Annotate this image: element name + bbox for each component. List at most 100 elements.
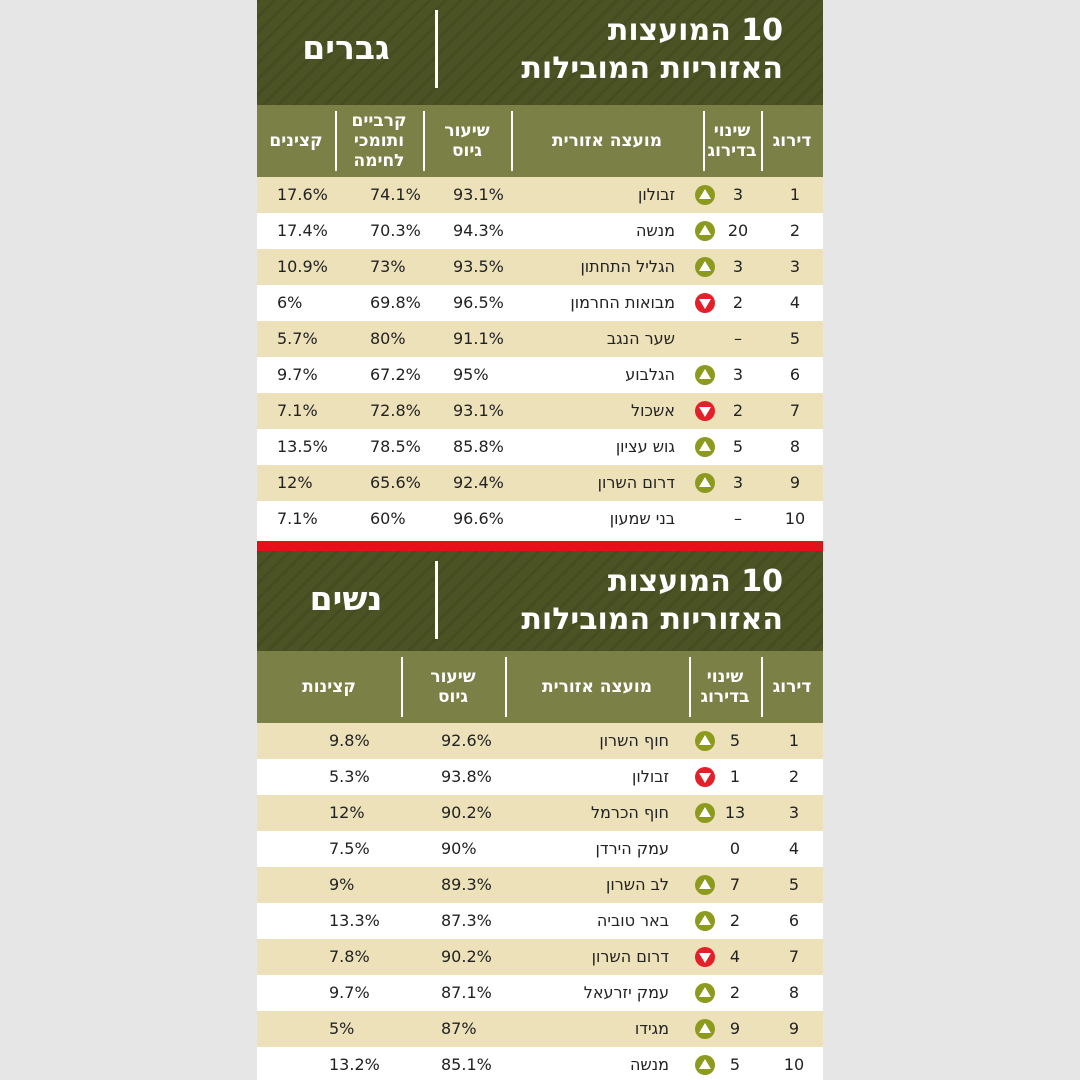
women-title-line2: האזוריות המובילות [521,602,783,637]
col-change-label: שינוי בדירוג [700,667,750,707]
up-arrow-icon [695,911,715,931]
women-column-headers: דירוג שינוי בדירוג מועצה אזורית שיעור גיוס… [257,651,823,723]
table-row: 8 2 עמק יזרעאל 87.1% 9.7% [257,975,823,1011]
up-arrow-icon [695,473,715,493]
draft-rate-cell: 87% [441,1019,477,1038]
council-cell: עמק הירדן [595,839,669,858]
officers-cell: 7.1% [277,509,318,528]
combat-rate-cell: 73% [370,257,406,276]
col-combat: קרביים ותומכי לחימה [335,105,423,177]
draft-rate-cell: 87.1% [441,983,492,1002]
change-cell: 0 [729,839,741,858]
draft-rate-cell: 95% [453,365,489,384]
col-rank: דירוג [761,105,823,177]
table-row: 9 9 מגידו 87% 5% [257,1011,823,1047]
col-rank-label: דירוג [772,131,812,151]
table-row: 6 3 הגלבוע 95% 67.2% 9.7% [257,357,823,393]
rank-cell: 9 [789,473,801,492]
down-arrow-icon [695,947,715,967]
men-title: 10 המועצות האזוריות המובילות [483,12,783,88]
up-arrow-icon [695,257,715,277]
combat-rate-cell: 70.3% [370,221,421,240]
col-rank: דירוג [761,651,823,723]
rank-cell: 5 [788,875,800,894]
col-combat-label: קרביים ותומכי לחימה [351,111,407,171]
rank-cell: 7 [788,947,800,966]
change-cell: 7 [729,875,741,894]
change-cell: 5 [732,437,744,456]
draft-rate-cell: 90% [441,839,477,858]
up-arrow-icon [695,983,715,1003]
combat-rate-cell: 67.2% [370,365,421,384]
col-draft: שיעור גיוס [423,105,511,177]
council-cell: בני שמעון [609,509,675,528]
change-cell: 2 [732,293,744,312]
table-row: 7 2 אשכול 93.1% 72.8% 7.1% [257,393,823,429]
officers-cell: 7.5% [329,839,370,858]
officers-cell: 9.7% [329,983,370,1002]
council-cell: מנשה [635,221,675,240]
council-cell: מגידו [634,1019,669,1038]
table-row: 4 0 עמק הירדן 90% 7.5% [257,831,823,867]
council-cell: דרום השרון [597,473,675,492]
officers-cell: 9.7% [277,365,318,384]
table-row: 1 5 חוף השרון 92.6% 9.8% [257,723,823,759]
rank-cell: 9 [788,1019,800,1038]
officers-cell: 10.9% [277,257,328,276]
up-arrow-icon [695,365,715,385]
up-arrow-icon [695,1019,715,1039]
col-officers: קצינות [257,651,401,723]
change-cell: – [734,329,742,348]
table-row: 3 3 הגליל התחתון 93.5% 73% 10.9% [257,249,823,285]
up-arrow-icon [695,731,715,751]
table-row: 9 3 דרום השרון 92.4% 65.6% 12% [257,465,823,501]
col-council: מועצה אזורית [511,105,703,177]
col-council-label: מועצה אזורית [551,131,663,151]
men-column-headers: דירוג שינוי בדירוג מועצה אזורית שיעור גיוס… [257,105,823,177]
draft-rate-cell: 85.8% [453,437,504,456]
col-rank-label: דירוג [772,677,812,697]
rank-cell: 5 [789,329,801,348]
col-change-label: שינוי בדירוג [707,121,757,161]
council-cell: לב השרון [606,875,669,894]
up-arrow-icon [695,221,715,241]
draft-rate-cell: 94.3% [453,221,504,240]
draft-rate-cell: 96.5% [453,293,504,312]
rank-cell: 7 [789,401,801,420]
change-cell: 3 [732,365,744,384]
col-change: שינוי בדירוג [703,105,761,177]
combat-rate-cell: 72.8% [370,401,421,420]
col-draft-label: שיעור גיוס [444,121,490,161]
change-cell: 1 [729,767,741,786]
men-table-body: 1 3 זבולון 93.1% 74.1% 17.6% 2 20 מנשה 94.3% 70.3%… [257,177,823,537]
change-cell: 9 [729,1019,741,1038]
change-cell: 5 [729,731,741,750]
combat-rate-cell: 69.8% [370,293,421,312]
rank-cell: 2 [789,221,801,240]
change-cell: 3 [732,473,744,492]
council-cell: הגליל התחתון [580,257,675,276]
draft-rate-cell: 90.2% [441,947,492,966]
men-header: 10 המועצות האזוריות המובילות גברים [257,0,823,105]
rank-cell: 8 [789,437,801,456]
header-divider [435,561,438,639]
rank-cell: 1 [789,185,801,204]
rank-cell: 10 [784,509,806,528]
up-arrow-icon [695,875,715,895]
draft-rate-cell: 91.1% [453,329,504,348]
down-arrow-icon [695,293,715,313]
table-row: 10 5 מנשה 85.1% 13.2% [257,1047,823,1080]
col-draft-label: שיעור גיוס [430,667,476,707]
combat-rate-cell: 65.6% [370,473,421,492]
combat-rate-cell: 78.5% [370,437,421,456]
council-cell: חוף השרון [599,731,669,750]
rank-cell: 8 [788,983,800,1002]
table-row: 8 5 גוש עציון 85.8% 78.5% 13.5% [257,429,823,465]
officers-cell: 6% [277,293,303,312]
draft-rate-cell: 93.5% [453,257,504,276]
officers-cell: 13.5% [277,437,328,456]
rank-cell: 3 [789,257,801,276]
council-cell: זבולון [638,185,675,204]
change-cell: 5 [729,1055,741,1074]
rank-cell: 2 [788,767,800,786]
